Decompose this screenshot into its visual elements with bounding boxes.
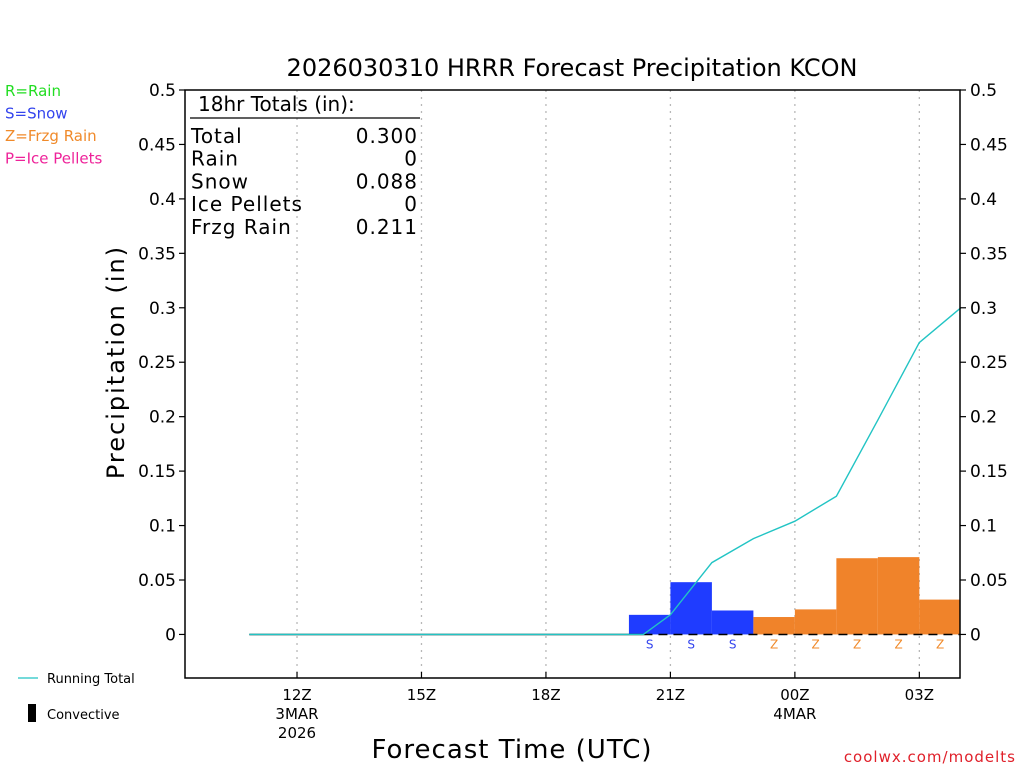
totals-label-2: Snow — [191, 169, 249, 193]
y-tick-right-0.45: 0.45 — [970, 135, 1008, 155]
type-letter-hour-22: S — [687, 637, 695, 651]
totals-box: 18hr Totals (in): Total 0.300 Rain 0 Snow 0.0… — [190, 92, 420, 239]
totals-value-0: 0.300 — [356, 124, 418, 148]
x-tick-18Z: 18Z — [531, 686, 560, 704]
bar-hour-22 — [670, 582, 712, 635]
y-tick-right-0.5: 0.5 — [970, 81, 997, 101]
totals-value-3: 0 — [404, 192, 418, 216]
y-tick-left-0.4: 0.4 — [149, 190, 176, 210]
y-axis-label: Precipitation (in) — [102, 245, 130, 479]
y-tick-right-0.15: 0.15 — [970, 462, 1008, 482]
totals-value-2: 0.088 — [356, 169, 418, 193]
y-tick-left-0.35: 0.35 — [138, 244, 176, 264]
chart-title: 2026030310 HRRR Forecast Precipitation K… — [287, 54, 858, 82]
bar-hour-24 — [753, 617, 795, 635]
y-tick-right-0: 0 — [970, 625, 981, 645]
x-tick-sub-4MAR: 4MAR — [773, 705, 816, 723]
y-tick-left-0.2: 0.2 — [149, 408, 176, 428]
totals-title: 18hr Totals (in): — [198, 92, 355, 116]
type-letter-hour-27: Z — [894, 637, 902, 651]
y-tick-right-0.35: 0.35 — [970, 244, 1008, 264]
bar-hour-28 — [919, 599, 960, 635]
type-letter-hour-25: Z — [812, 637, 820, 651]
y-tick-left-0.15: 0.15 — [138, 462, 176, 482]
totals-label-0: Total — [190, 124, 243, 148]
totals-value-4: 0.211 — [356, 215, 418, 239]
running-total-series — [249, 307, 962, 636]
y-tick-right-0.2: 0.2 — [970, 408, 997, 428]
totals-label-4: Frzg Rain — [191, 215, 292, 239]
type-legend-0: R=Rain — [5, 82, 61, 100]
y-tick-left-0.5: 0.5 — [149, 81, 176, 101]
x-tick-21Z: 21Z — [656, 686, 685, 704]
y-tick-right-0.05: 0.05 — [970, 571, 1008, 591]
gridlines — [296, 90, 920, 678]
type-letter-hour-21: S — [646, 637, 654, 651]
credit-link[interactable]: coolwx.com/modelts — [844, 748, 1016, 766]
type-legend-2: Z=Frzg Rain — [5, 127, 97, 145]
bar-hour-25 — [794, 609, 837, 635]
bars — [628, 557, 960, 635]
type-legend-1: S=Snow — [5, 105, 68, 123]
type-letter-hour-24: Z — [770, 637, 778, 651]
x-axis-label: Forecast Time (UTC) — [371, 735, 652, 765]
bar-hour-27 — [877, 557, 920, 635]
totals-label-1: Rain — [191, 147, 239, 171]
running-total-line — [249, 307, 962, 636]
y-tick-left-0.05: 0.05 — [138, 571, 176, 591]
x-tick-15Z: 15Z — [407, 686, 436, 704]
y-tick-right-0.25: 0.25 — [970, 353, 1008, 373]
type-letter-hour-23: S — [729, 637, 737, 651]
type-legend-3: P=Ice Pellets — [5, 150, 102, 168]
y-tick-left-0.45: 0.45 — [138, 135, 176, 155]
type-letter-hour-28: Z — [936, 637, 944, 651]
legend-running-total: Running Total — [47, 672, 135, 687]
plot-frame — [184, 89, 961, 679]
line-legend: Running Total Convective — [18, 672, 135, 723]
y-tick-left-0.1: 0.1 — [149, 517, 176, 537]
y-tick-right-0.3: 0.3 — [970, 299, 997, 319]
x-tick-00Z: 00Z — [780, 686, 809, 704]
type-legend: R=Rain S=Snow Z=Frzg Rain P=Ice Pellets — [5, 82, 102, 168]
bar-hour-21 — [628, 614, 671, 635]
y-axis: 0 0 0.05 0.05 0.1 0.1 0.15 0.15 0.2 0.2 0.25 0.25 0.… — [138, 81, 1008, 645]
totals-label-3: Ice Pellets — [191, 192, 303, 216]
totals-value-1: 0 — [404, 147, 418, 171]
x-tick-sub-2026: 2026 — [278, 724, 316, 742]
convective-swatch — [28, 704, 36, 722]
x-tick-12Z: 12Z — [282, 686, 311, 704]
y-tick-right-0.4: 0.4 — [970, 190, 997, 210]
y-tick-right-0.1: 0.1 — [970, 517, 997, 537]
x-tick-03Z: 03Z — [905, 686, 934, 704]
y-tick-left-0.3: 0.3 — [149, 299, 176, 319]
type-letter-hour-26: Z — [853, 637, 861, 651]
legend-convective: Convective — [47, 708, 120, 723]
bar-hour-23 — [711, 610, 754, 635]
y-tick-left-0.25: 0.25 — [138, 353, 176, 373]
x-tick-sub-3MAR: 3MAR — [275, 705, 318, 723]
bar-hour-26 — [836, 558, 878, 635]
y-tick-left-0: 0 — [165, 625, 176, 645]
